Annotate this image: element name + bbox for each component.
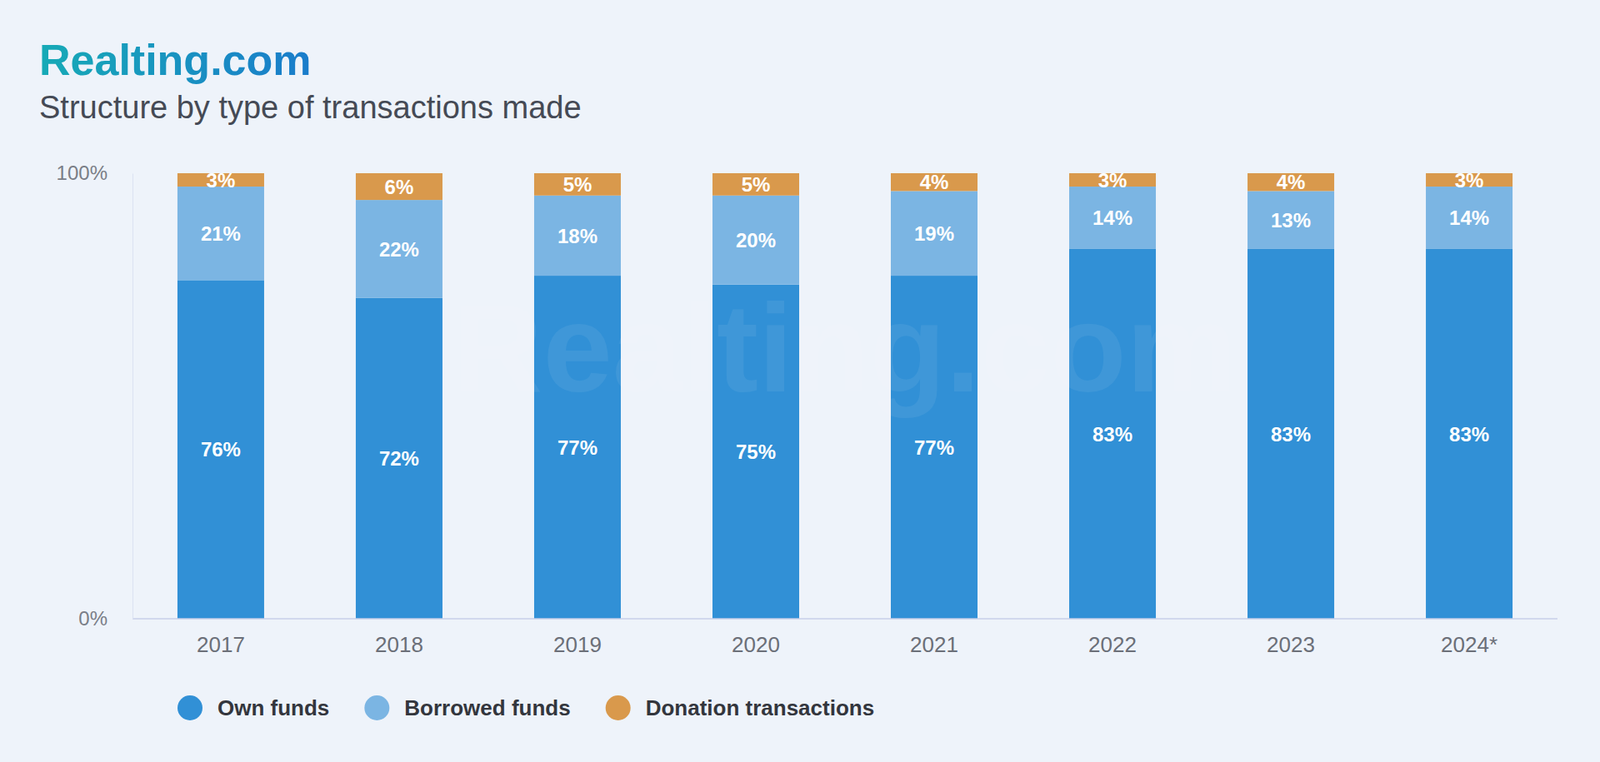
- x-tick: 2023: [1266, 632, 1315, 658]
- y-axis-line: [132, 174, 134, 620]
- data-label: 72%: [379, 447, 420, 470]
- watermark: Realting.com: [452, 278, 1238, 419]
- x-axis: 2017 2018 2019 2020 2021 2022 2023 2024*: [132, 619, 1558, 658]
- x-tick: 2022: [1088, 632, 1137, 658]
- title: Structure by type of transactions made: [39, 90, 582, 125]
- x-tick: 2017: [196, 632, 245, 658]
- legend: Own funds Borrowed funds Donation transact…: [177, 695, 875, 721]
- data-label: 20%: [735, 229, 776, 252]
- bars: [177, 173, 1513, 620]
- data-label: 5%: [563, 173, 593, 196]
- x-tick-label: 2018: [375, 632, 424, 658]
- data-label: 3%: [1098, 169, 1128, 192]
- data-label: 14%: [1449, 206, 1490, 230]
- bar-segment: [355, 173, 443, 200]
- logo: Realting.com: [39, 35, 312, 85]
- data-label: 18%: [557, 225, 598, 248]
- x-tick: 2019: [553, 632, 602, 658]
- data-label: 13%: [1270, 209, 1311, 232]
- x-tick-label: 2024*: [1440, 632, 1498, 658]
- x-tick-label: 2022: [1088, 632, 1137, 658]
- legend-marker: [177, 695, 203, 721]
- bar-segment: [534, 275, 621, 620]
- bar-segment: [712, 173, 800, 196]
- x-axis-line: [132, 618, 1558, 620]
- legend-label: Own funds: [217, 695, 330, 721]
- bar-segment: [890, 275, 978, 620]
- data-label: 77%: [557, 436, 598, 460]
- legend-label: Donation transactions: [645, 695, 875, 721]
- data-label: 5%: [741, 173, 771, 196]
- data-label: 6%: [385, 175, 415, 199]
- data-label: 83%: [1092, 423, 1133, 446]
- data-label: 4%: [1276, 170, 1306, 194]
- y-tick: 0%: [78, 607, 108, 630]
- bar-segment: [534, 173, 621, 196]
- data-label: 22%: [379, 238, 420, 261]
- bar-segment: [712, 195, 800, 285]
- x-tick: 2020: [731, 632, 780, 658]
- data-label: 83%: [1270, 423, 1311, 446]
- x-tick-label: 2017: [196, 632, 245, 658]
- data-label: 3%: [1455, 169, 1485, 192]
- data-label: 77%: [914, 436, 955, 460]
- bar-segment: [1069, 186, 1156, 250]
- bar-segment: [712, 285, 800, 620]
- data-labels: 76% 72% 77% 75% 77% 83% 83% 83% 21% 22% 18% 20% 19% 1…: [200, 169, 1490, 470]
- bar-segment: [355, 200, 443, 299]
- x-tick-label: 2023: [1266, 632, 1315, 658]
- data-label: 4%: [920, 170, 950, 194]
- data-label: 3%: [206, 169, 236, 192]
- x-tick-label: 2019: [553, 632, 602, 658]
- legend-marker: [364, 695, 390, 721]
- data-label: 14%: [1092, 206, 1133, 230]
- bar-segment: [890, 190, 978, 276]
- bar-segment: [534, 195, 621, 276]
- data-label: 76%: [200, 438, 241, 461]
- legend-marker: [605, 695, 631, 721]
- x-tick: 2024*: [1440, 632, 1498, 658]
- chart: Realting.com Structure by type of transac…: [0, 0, 1600, 762]
- bar-segment: [1247, 249, 1335, 620]
- y-tick: 100%: [56, 161, 108, 185]
- x-tick: 2021: [910, 632, 959, 658]
- bar-segment: [355, 298, 443, 620]
- x-tick-label: 2020: [731, 632, 780, 658]
- x-tick: 2018: [375, 632, 424, 658]
- y-tick-label: 100%: [56, 161, 108, 185]
- bar-segment: [1425, 249, 1513, 620]
- bar-segment: [1247, 190, 1335, 250]
- data-label: 21%: [200, 222, 241, 245]
- y-tick-label: 0%: [78, 607, 108, 630]
- x-tick-label: 2021: [910, 632, 959, 658]
- data-label: 19%: [914, 222, 955, 245]
- data-label: 83%: [1449, 423, 1490, 446]
- legend-label: Borrowed funds: [404, 695, 570, 721]
- bar-segment: [1425, 186, 1513, 250]
- data-label: 75%: [735, 440, 776, 464]
- bar-segment: [177, 186, 265, 280]
- bar-segment: [1069, 249, 1156, 620]
- y-axis: 0% 100%: [56, 161, 134, 630]
- bar-segment: [177, 280, 265, 620]
